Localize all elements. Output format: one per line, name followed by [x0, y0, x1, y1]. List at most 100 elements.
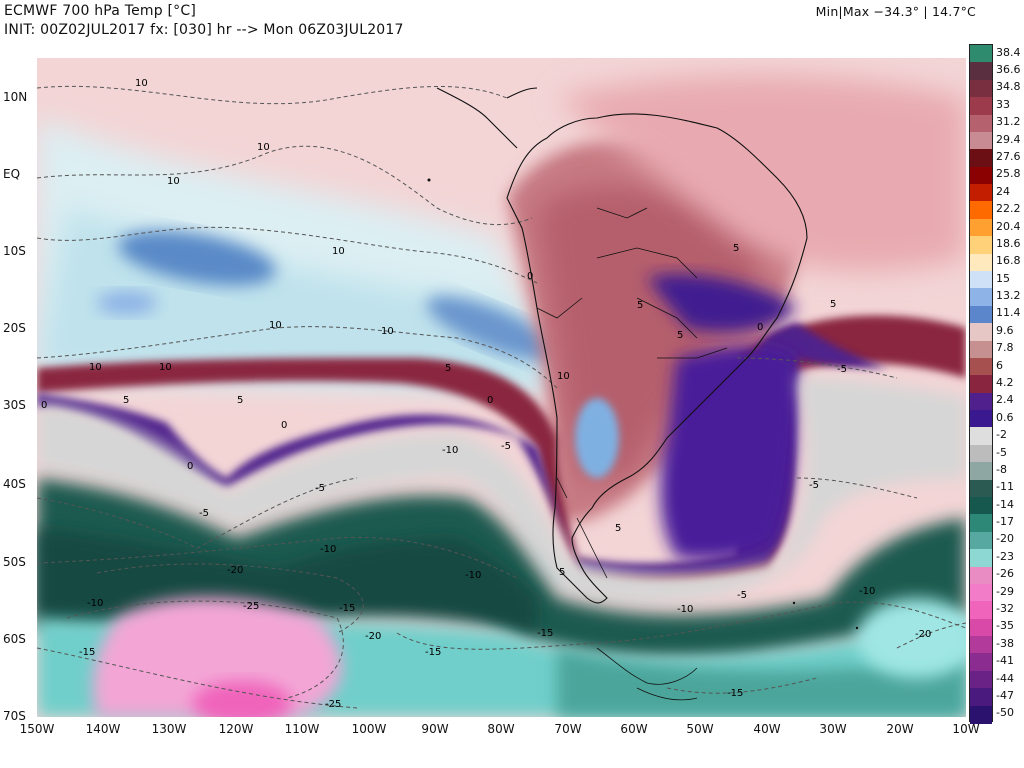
colorbar-swatch	[970, 97, 992, 116]
isotherm-10-mid	[37, 145, 533, 225]
contour-label: -5	[199, 508, 209, 519]
contour-label: -10	[320, 544, 336, 555]
contour-label: -5	[315, 483, 325, 494]
colorbar-tick-label: 6	[996, 358, 1003, 372]
colorbar-tick-label: -26	[996, 567, 1014, 581]
colorbar-tick-label: 7.8	[996, 341, 1014, 355]
contour-label: -25	[325, 699, 341, 710]
isotherm-neg5-west	[37, 477, 358, 549]
lat-label: 40S	[3, 477, 26, 491]
contour-label: -5	[809, 480, 819, 491]
colorbar	[969, 44, 993, 724]
lat-label: 70S	[3, 709, 26, 723]
colorbar-swatch	[970, 514, 992, 533]
colorbar-swatch	[970, 566, 992, 585]
lon-label: 100W	[351, 722, 387, 736]
atlantic-warm-band	[557, 75, 966, 272]
lat-label: 60S	[3, 632, 26, 646]
contour-label: -15	[537, 628, 553, 639]
lon-label: 140W	[85, 722, 121, 736]
temperature-map: 10 10 10 10 10 10 10 10 5 5 5 5 5 5 5 5 …	[37, 58, 966, 717]
lon-label: 30W	[819, 722, 847, 736]
colorbar-swatch	[970, 601, 992, 620]
front-purple-core	[37, 323, 887, 576]
lon-label: 10W	[952, 722, 980, 736]
colorbar-swatch	[970, 462, 992, 481]
contour-label: -5	[837, 364, 847, 375]
contour-label: -5	[501, 441, 511, 452]
colorbar-swatch	[970, 688, 992, 707]
lat-label: 10N	[3, 90, 28, 104]
colorbar-swatch	[970, 531, 992, 550]
contour-labels: 10 10 10 10 10 10 10 10 5 5 5 5 5 5 5 5 …	[41, 78, 931, 710]
colorbar-tick-label: 38.4	[996, 45, 1021, 59]
colorbar-swatch	[970, 583, 992, 602]
colorbar-tick-label: -32	[996, 602, 1014, 615]
map-canvas: 10 10 10 10 10 10 10 10 5 5 5 5 5 5 5 5 …	[37, 58, 966, 717]
colorbar-tick-label: -11	[996, 480, 1014, 494]
contour-label: 5	[123, 395, 129, 406]
lat-label: EQ	[3, 167, 21, 181]
contour-label: 5	[677, 330, 683, 341]
contour-label: 10	[89, 362, 102, 373]
contour-label: -10	[465, 570, 481, 581]
central-america-coast	[436, 87, 538, 149]
colorbar-swatch	[970, 618, 992, 637]
colorbar-swatch	[970, 184, 992, 203]
contour-label: 0	[527, 271, 533, 282]
colorbar-tick-label: -29	[996, 584, 1014, 598]
lon-label: 110W	[284, 722, 320, 736]
colorbar-swatch	[970, 305, 992, 324]
lon-label: 20W	[886, 722, 914, 736]
colorbar-tick-label: 29.4	[996, 132, 1021, 146]
dashed-isotherms	[37, 85, 966, 709]
colorbar-tick-label: 11.4	[996, 306, 1021, 320]
colorbar-tick-label: -20	[996, 532, 1014, 546]
isotherm-neg15-west	[37, 647, 358, 709]
colorbar-swatch	[970, 271, 992, 289]
southern-teal-patch	[557, 648, 966, 717]
contour-label: 5	[237, 395, 243, 406]
contour-label: -20	[365, 631, 381, 642]
brazil-purple-patch	[647, 274, 797, 332]
contour-label: 10	[269, 320, 282, 331]
contour-label: 5	[830, 299, 836, 310]
colorbar-tick-label: -14	[996, 497, 1014, 511]
colorbar-tick-label: -17	[996, 515, 1014, 529]
contour-label: 5	[445, 363, 451, 374]
contour-label: 10	[159, 362, 172, 373]
colorbar-swatch	[970, 375, 992, 394]
contour-label: 0	[41, 400, 47, 411]
chart-title: ECMWF 700 hPa Temp [°C]	[4, 3, 196, 19]
colorbar-tick-label: 15	[996, 271, 1010, 285]
colorbar-tick-label: 0.6	[996, 410, 1014, 424]
isotherm-neg20	[96, 563, 364, 634]
lat-label: 20S	[3, 321, 26, 335]
colorbar-tick-label: -50	[996, 706, 1014, 720]
colorbar-swatch	[970, 340, 992, 359]
lon-label: 90W	[421, 722, 449, 736]
contour-label: 10	[332, 246, 345, 257]
colorbar-swatch	[970, 166, 992, 185]
contour-label: -10	[87, 598, 103, 609]
contour-label: 10	[135, 78, 148, 89]
colorbar-tick-label: 18.6	[996, 236, 1021, 250]
contour-label: 10	[167, 176, 180, 187]
colorbar-swatch	[970, 427, 992, 446]
isotherm-neg5-east	[796, 477, 918, 499]
colorbar-swatch	[970, 201, 992, 220]
colorbar-swatch	[970, 45, 992, 63]
colorbar-tick-label: -41	[996, 654, 1014, 668]
colorbar-tick-label: 31.2	[996, 115, 1021, 129]
lat-label: 10S	[3, 244, 26, 258]
colorbar-swatch	[970, 549, 992, 568]
lat-label: 30S	[3, 398, 26, 412]
cold-pool-small	[97, 291, 157, 315]
cold-pool-east	[426, 295, 558, 361]
contour-label: -10	[859, 586, 875, 597]
islands	[427, 178, 859, 630]
isotherm-neg10-west	[37, 536, 518, 579]
contour-label: 5	[733, 243, 739, 254]
andes-cold-spot	[575, 398, 619, 478]
isotherm-10-north	[37, 85, 508, 105]
